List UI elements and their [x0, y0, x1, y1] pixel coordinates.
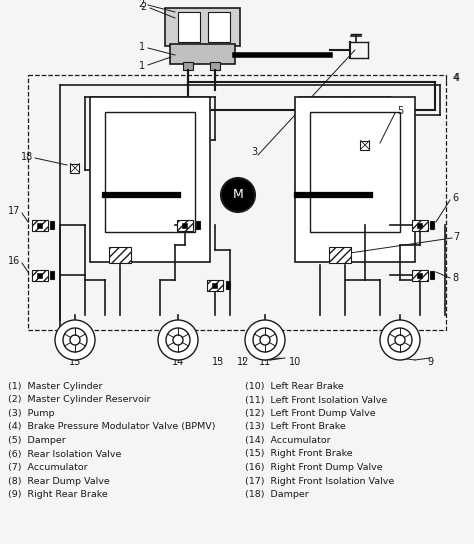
Text: (5)  Damper: (5) Damper: [8, 436, 66, 445]
Text: 15: 15: [69, 357, 81, 367]
Bar: [37, 222, 43, 227]
Bar: [105, 112, 195, 232]
Circle shape: [63, 328, 87, 352]
Bar: [418, 273, 422, 277]
Circle shape: [166, 328, 190, 352]
Text: 4: 4: [454, 73, 460, 83]
Text: (13)  Left Front Brake: (13) Left Front Brake: [245, 423, 346, 431]
Text: 1: 1: [139, 61, 145, 71]
Text: 18: 18: [21, 152, 33, 162]
Bar: [71, 164, 80, 172]
Circle shape: [70, 335, 80, 345]
Bar: [109, 247, 131, 263]
Bar: [310, 112, 400, 232]
Text: 13: 13: [212, 357, 224, 367]
Bar: [207, 280, 223, 290]
Bar: [329, 247, 351, 263]
Text: (12)  Left Front Dump Valve: (12) Left Front Dump Valve: [245, 409, 375, 418]
Text: M: M: [233, 189, 243, 201]
Bar: [210, 62, 220, 70]
Bar: [361, 140, 370, 150]
Bar: [412, 219, 428, 231]
Bar: [418, 222, 422, 227]
Text: (15)  Right Front Brake: (15) Right Front Brake: [245, 449, 353, 459]
Bar: [32, 219, 48, 231]
Text: (17)  Right Front Isolation Valve: (17) Right Front Isolation Valve: [245, 477, 394, 485]
Circle shape: [173, 335, 183, 345]
Bar: [208, 12, 230, 42]
Text: 17: 17: [8, 206, 20, 216]
Circle shape: [395, 335, 405, 345]
Text: 16: 16: [8, 256, 20, 266]
Text: (9)  Right Rear Brake: (9) Right Rear Brake: [8, 490, 108, 499]
Text: (18)  Damper: (18) Damper: [245, 490, 309, 499]
Bar: [177, 219, 193, 231]
Text: (1)  Master Cylinder: (1) Master Cylinder: [8, 382, 102, 391]
Circle shape: [158, 320, 198, 360]
Text: (11)  Left Front Isolation Valve: (11) Left Front Isolation Valve: [245, 395, 387, 405]
Text: 10: 10: [289, 357, 301, 367]
Text: (2)  Master Cylinder Reservoir: (2) Master Cylinder Reservoir: [8, 395, 151, 405]
Bar: [295, 97, 415, 262]
Bar: [182, 222, 188, 227]
Text: (7)  Accumulator: (7) Accumulator: [8, 463, 88, 472]
Circle shape: [380, 320, 420, 360]
Circle shape: [221, 178, 255, 212]
Text: 12: 12: [237, 357, 249, 367]
Text: 2: 2: [139, 0, 145, 9]
Circle shape: [55, 320, 95, 360]
Text: 3: 3: [251, 147, 257, 157]
Bar: [196, 221, 200, 229]
Bar: [170, 44, 235, 64]
Text: (6)  Rear Isolation Valve: (6) Rear Isolation Valve: [8, 449, 121, 459]
Bar: [50, 221, 54, 229]
Bar: [412, 269, 428, 281]
Bar: [226, 281, 230, 289]
Circle shape: [388, 328, 412, 352]
Text: 5: 5: [397, 106, 403, 116]
Text: 7: 7: [453, 232, 459, 242]
Bar: [430, 271, 434, 279]
Circle shape: [245, 320, 285, 360]
Text: (8)  Rear Dump Valve: (8) Rear Dump Valve: [8, 477, 110, 485]
Text: 2: 2: [141, 2, 147, 12]
Bar: [212, 282, 218, 287]
Text: 8: 8: [452, 273, 458, 283]
Text: 6: 6: [452, 193, 458, 203]
Bar: [37, 273, 43, 277]
Text: 9: 9: [427, 357, 433, 367]
Text: 11: 11: [259, 357, 271, 367]
Text: (3)  Pump: (3) Pump: [8, 409, 55, 418]
Bar: [430, 221, 434, 229]
Text: (4)  Brake Pressure Modulator Valve (BPMV): (4) Brake Pressure Modulator Valve (BPMV…: [8, 423, 216, 431]
Bar: [178, 12, 200, 42]
Text: (10)  Left Rear Brake: (10) Left Rear Brake: [245, 382, 344, 391]
Text: 4: 4: [453, 73, 459, 83]
Text: 1: 1: [139, 42, 145, 52]
Bar: [165, 8, 240, 46]
Text: 14: 14: [172, 357, 184, 367]
Bar: [90, 97, 210, 262]
Circle shape: [253, 328, 277, 352]
Circle shape: [260, 335, 270, 345]
Text: (16)  Right Front Dump Valve: (16) Right Front Dump Valve: [245, 463, 383, 472]
Text: (14)  Accumulator: (14) Accumulator: [245, 436, 331, 445]
Bar: [183, 62, 193, 70]
Bar: [50, 271, 54, 279]
Bar: [28, 75, 446, 330]
Bar: [32, 269, 48, 281]
